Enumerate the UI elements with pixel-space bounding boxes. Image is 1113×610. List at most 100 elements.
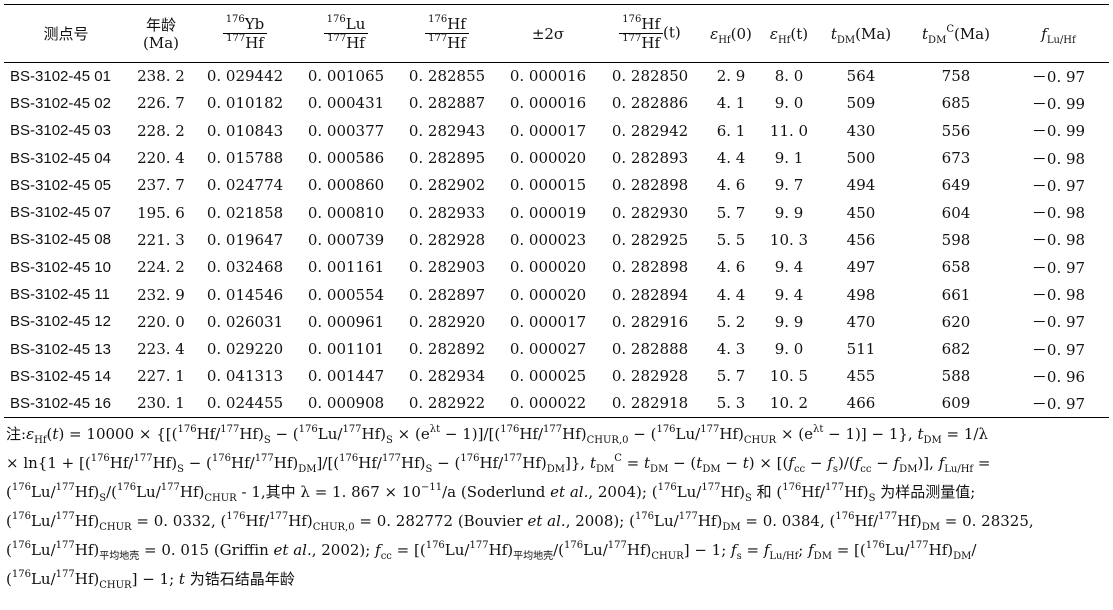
footnote-line-5: (176Lu/177Hf)平均地壳 = 0. 015 (Griffin et a… bbox=[6, 540, 977, 562]
table-cell: 498 bbox=[846, 285, 876, 304]
col-header-epsilon-hf-t: εHf(t) bbox=[769, 24, 809, 46]
table-cell: 0. 000020 bbox=[509, 258, 587, 277]
table-cell: 5. 7 bbox=[716, 203, 746, 222]
table-cell: 0. 001161 bbox=[307, 258, 385, 277]
table-cell: 4. 1 bbox=[716, 94, 746, 113]
table-cell: －0. 98 bbox=[1031, 231, 1086, 250]
table-cell: 0. 282898 bbox=[611, 176, 689, 195]
table-cell: 0. 000908 bbox=[307, 394, 385, 413]
table-cell: －0. 98 bbox=[1031, 286, 1086, 305]
col-header-tdm-c: tDMC(Ma) bbox=[922, 23, 990, 46]
table-cell: 226. 7 bbox=[137, 94, 185, 113]
spot-id-cell: BS-3102-45 07 bbox=[10, 204, 111, 222]
footnote-line-1: 注:εHf(t) = 10000 × {[(176Hf/177Hf)S − (1… bbox=[6, 424, 988, 446]
table-cell: －0. 97 bbox=[1031, 340, 1086, 359]
table-cell: 673 bbox=[941, 149, 971, 168]
table-cell: 232. 9 bbox=[137, 285, 185, 304]
table-cell: 0. 282925 bbox=[611, 230, 689, 249]
table-cell: 661 bbox=[941, 285, 971, 304]
table-cell: 0. 282928 bbox=[611, 367, 689, 386]
table-row: BS-3102-45 04 220. 4 0. 015788 0. 000586 0. … bbox=[4, 144, 1109, 171]
col-header-yb-hf: 176Yb 177Hf bbox=[194, 5, 296, 63]
table-cell: 230. 1 bbox=[137, 394, 185, 413]
spot-id-cell: BS-3102-45 16 bbox=[10, 394, 111, 412]
table-cell: 0. 282850 bbox=[611, 67, 689, 86]
table-cell: 195. 6 bbox=[137, 203, 185, 222]
table-cell: 0. 282898 bbox=[611, 258, 689, 277]
table-cell: 0. 000025 bbox=[509, 367, 587, 386]
table-cell: 0. 032468 bbox=[206, 258, 284, 277]
col-header-hf-hf-t: 176Hf 177Hf (t) bbox=[598, 5, 702, 63]
table-cell: 9. 4 bbox=[774, 285, 804, 304]
table-cell: 556 bbox=[941, 121, 971, 140]
table-cell: 0. 000961 bbox=[307, 312, 385, 331]
table-cell: 228. 2 bbox=[137, 121, 185, 140]
table-cell: －0. 98 bbox=[1031, 149, 1086, 168]
table-row: BS-3102-45 16 230. 1 0. 024455 0. 000908 0. … bbox=[4, 390, 1109, 418]
table-cell: 0. 001101 bbox=[307, 340, 385, 359]
table-cell: 0. 000020 bbox=[509, 285, 587, 304]
table-cell: 0. 000377 bbox=[307, 121, 385, 140]
table-cell: －0. 99 bbox=[1031, 122, 1086, 141]
footnote-line-4: (176Lu/177Hf)CHUR = 0. 0332, (176Hf/177H… bbox=[6, 511, 1034, 533]
col-header-2sigma: ±2σ bbox=[531, 24, 565, 43]
table-cell: 9. 9 bbox=[774, 312, 804, 331]
table-cell: 0. 000554 bbox=[307, 285, 385, 304]
table-row: BS-3102-45 14 227. 1 0. 041313 0. 001447 0. … bbox=[4, 363, 1109, 390]
table-cell: 221. 3 bbox=[137, 230, 185, 249]
table-cell: 5. 7 bbox=[716, 367, 746, 386]
table-cell: 5. 2 bbox=[716, 312, 746, 331]
table-cell: 604 bbox=[941, 203, 971, 222]
table-cell: 0. 041313 bbox=[206, 367, 284, 386]
table-row: BS-3102-45 10 224. 2 0. 032468 0. 001161 0. … bbox=[4, 254, 1109, 281]
table-cell: 0. 026031 bbox=[206, 312, 284, 331]
table-cell: 0. 282942 bbox=[611, 121, 689, 140]
table-cell: 658 bbox=[941, 258, 971, 277]
col-header-epsilon-hf-0: εHf(0) bbox=[710, 24, 752, 46]
table-cell: 500 bbox=[846, 149, 876, 168]
table-cell: 9. 1 bbox=[774, 149, 804, 168]
table-row: BS-3102-45 01 238. 2 0. 029442 0. 001065 0. … bbox=[4, 63, 1109, 90]
table-cell: 0. 010182 bbox=[206, 94, 284, 113]
table-cell: 0. 282918 bbox=[611, 394, 689, 413]
table-row: BS-3102-45 03 228. 2 0. 010843 0. 000377 0. … bbox=[4, 117, 1109, 144]
table-cell: 0. 000015 bbox=[509, 176, 587, 195]
table-cell: 0. 282916 bbox=[611, 312, 689, 331]
table-cell: 509 bbox=[846, 94, 876, 113]
table-cell: 0. 282933 bbox=[408, 203, 486, 222]
col-header-age: 年龄 (Ma) bbox=[142, 15, 179, 52]
footnote-line-2: × ln{1 + [(176Hf/177Hf)S − (176Hf/177Hf)… bbox=[6, 453, 991, 475]
table-cell: 0. 282920 bbox=[408, 312, 486, 331]
table-cell: 4. 6 bbox=[716, 258, 746, 277]
table-cell: 0. 000019 bbox=[509, 203, 587, 222]
table-cell: 9. 7 bbox=[774, 176, 804, 195]
table-cell: 0. 000022 bbox=[509, 394, 587, 413]
table-cell: 0. 000586 bbox=[307, 149, 385, 168]
header-row: 测点号 年龄 (Ma) 176Yb 177Hf 176Lu 177Hf 176Hf 17… bbox=[4, 4, 1109, 63]
table-cell: －0. 99 bbox=[1031, 94, 1086, 113]
table-cell: 682 bbox=[941, 340, 971, 359]
table-cell: 0. 282894 bbox=[611, 285, 689, 304]
table-cell: 0. 282928 bbox=[408, 230, 486, 249]
table-cell: 0. 029220 bbox=[206, 340, 284, 359]
spot-id-cell: BS-3102-45 03 bbox=[10, 122, 111, 140]
table-cell: 5. 3 bbox=[716, 394, 746, 413]
table-cell: 588 bbox=[941, 367, 971, 386]
spot-id-cell: BS-3102-45 01 bbox=[10, 67, 111, 85]
footnote-line-3: (176Lu/177Hf)S/(176Lu/177Hf)CHUR - 1,其中 … bbox=[6, 482, 976, 504]
spot-id-cell: BS-3102-45 04 bbox=[10, 149, 111, 167]
table-cell: 220. 4 bbox=[137, 149, 185, 168]
table-cell: 0. 000810 bbox=[307, 203, 385, 222]
table-cell: －0. 96 bbox=[1031, 367, 1086, 386]
table-cell: 4. 3 bbox=[716, 340, 746, 359]
table-cell: 564 bbox=[846, 67, 876, 86]
table-cell: 4. 4 bbox=[716, 149, 746, 168]
col-header-lu-hf: 176Lu 177Hf bbox=[296, 5, 396, 63]
spot-id-cell: BS-3102-45 02 bbox=[10, 94, 111, 112]
table-cell: 9. 9 bbox=[774, 203, 804, 222]
table-cell: 9. 0 bbox=[774, 94, 804, 113]
table-cell: 0. 000023 bbox=[509, 230, 587, 249]
spot-id-cell: BS-3102-45 13 bbox=[10, 340, 111, 358]
table-cell: 0. 282893 bbox=[611, 149, 689, 168]
table-cell: 9. 0 bbox=[774, 340, 804, 359]
